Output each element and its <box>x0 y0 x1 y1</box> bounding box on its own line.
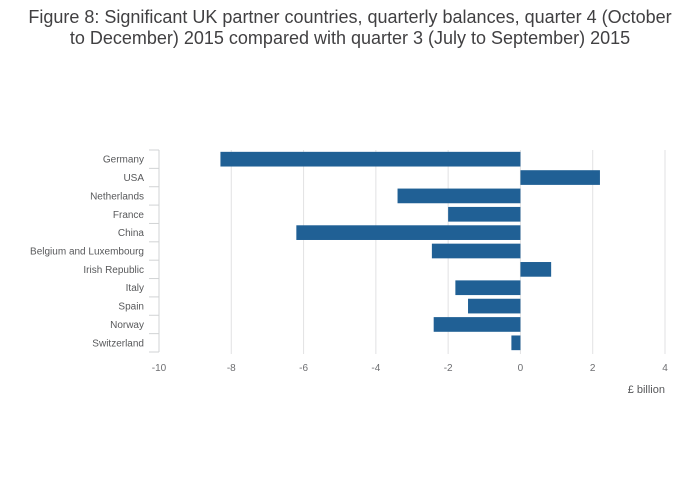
x-tick-label: -10 <box>152 363 167 374</box>
x-tick-label: -6 <box>299 363 308 374</box>
bar <box>468 298 521 314</box>
category-label: Germany <box>103 155 144 166</box>
x-tick-label: 4 <box>662 363 668 374</box>
x-tick-label: -4 <box>371 363 380 374</box>
category-label: Italy <box>126 283 144 294</box>
bar <box>520 262 552 277</box>
bar <box>431 243 521 259</box>
category-label: Norway <box>110 320 144 331</box>
bar <box>520 170 600 185</box>
category-labels: Germany USA Netherlands France China Belgium … <box>30 155 144 350</box>
category-label: USA <box>123 173 144 184</box>
x-tick-label: -2 <box>444 363 453 374</box>
x-tick-label: 0 <box>518 363 524 374</box>
x-tick-label: 2 <box>590 363 596 374</box>
bar <box>455 280 521 296</box>
category-label: Belgium and Luxembourg <box>30 247 144 258</box>
category-label: Switzerland <box>92 338 144 349</box>
bars <box>220 151 600 351</box>
bar <box>397 188 521 204</box>
category-label: China <box>118 228 145 239</box>
category-label: France <box>113 210 145 221</box>
bar <box>220 151 521 167</box>
chart-title: Figure 8: Significant UK partner countri… <box>28 7 672 48</box>
category-label: Spain <box>118 302 144 313</box>
x-tick-labels: -10 -8 -6 -4 -2 0 2 4 <box>152 363 668 374</box>
category-label: Netherlands <box>90 191 144 202</box>
bar <box>448 206 521 222</box>
bar <box>511 335 521 351</box>
bar <box>433 317 521 332</box>
category-label: Irish Republic <box>83 265 144 276</box>
x-axis-title: £ billion <box>628 384 665 396</box>
x-tick-label: -8 <box>227 363 236 374</box>
bar <box>296 225 521 240</box>
category-axis <box>149 149 160 353</box>
